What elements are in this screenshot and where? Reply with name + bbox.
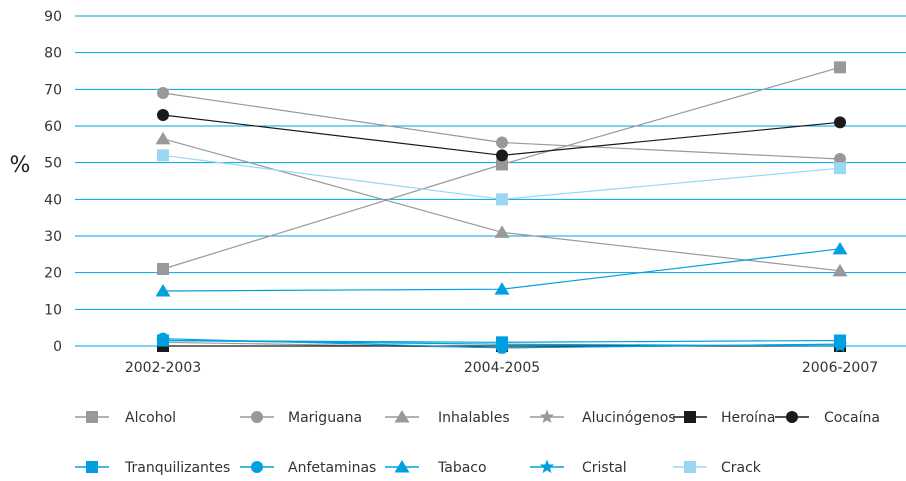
legend-label: Cocaína	[824, 410, 880, 426]
legend-marker	[251, 411, 263, 423]
legend-marker	[539, 459, 555, 474]
legend-marker	[684, 461, 696, 473]
data-point	[157, 149, 169, 162]
legend-item: Cocaína	[775, 410, 880, 426]
y-axis-ticks: 0 10 20 30 40 50 60 70 80 90	[44, 9, 62, 355]
x-tick-label: 2002-2003	[125, 360, 201, 376]
y-tick-label: 30	[44, 229, 62, 245]
data-point	[494, 282, 510, 295]
y-tick-label: 60	[44, 119, 62, 135]
data-point	[496, 136, 508, 149]
data-point	[157, 109, 169, 121]
legend-label: Tabaco	[437, 460, 487, 476]
data-point	[832, 263, 848, 277]
legend-item: Crack	[673, 460, 762, 476]
legend-item: Heroína	[673, 410, 776, 426]
legend-marker	[86, 411, 98, 423]
data-point	[157, 263, 169, 275]
legend-label: Alucinógenos	[582, 410, 676, 426]
x-axis-ticks: 2002-2003 2004-2005 2006-2007	[125, 360, 878, 376]
legend-label: Cristal	[582, 460, 627, 476]
data-point	[496, 149, 508, 162]
y-tick-label: 50	[44, 156, 62, 172]
legend-marker	[539, 409, 555, 424]
legend-marker	[684, 411, 696, 423]
y-tick-label: 0	[53, 339, 62, 355]
series-0	[157, 61, 846, 275]
legend-marker	[394, 410, 410, 423]
series-line	[162, 114, 841, 156]
data-point	[494, 225, 510, 238]
y-tick-label: 20	[44, 266, 62, 282]
y-tick-label: 10	[44, 302, 62, 318]
legend-item: Alcohol	[75, 410, 176, 426]
legend-label: Mariguana	[288, 410, 362, 426]
y-tick-label: 40	[44, 192, 62, 208]
data-point	[155, 333, 171, 347]
data-point	[496, 158, 508, 171]
y-tick-label: 70	[44, 82, 62, 98]
y-tick-label: 90	[44, 9, 62, 25]
series-5	[157, 109, 846, 162]
data-point	[834, 61, 846, 74]
series-10	[157, 149, 846, 206]
series-1	[157, 87, 846, 165]
data-point	[496, 193, 508, 206]
data-point	[834, 116, 846, 129]
data-point	[155, 284, 171, 297]
legend: Alcohol Mariguana Inhalables Alucinógenos He…	[75, 409, 880, 476]
legend-item: Tranquilizantes	[75, 460, 230, 476]
legend-marker	[251, 461, 263, 473]
legend-marker	[786, 411, 798, 423]
data-point	[832, 338, 848, 353]
data-point	[157, 87, 169, 99]
legend-item: Alucinógenos	[530, 409, 676, 426]
legend-marker	[394, 460, 410, 473]
legend-label: Alcohol	[125, 410, 176, 426]
series-8	[155, 241, 848, 297]
legend-label: Heroína	[721, 410, 776, 426]
data-point	[155, 131, 171, 145]
legend-label: Inhalables	[438, 410, 510, 426]
x-tick-label: 2004-2005	[464, 360, 540, 376]
legend-label: Tranquilizantes	[124, 460, 230, 476]
legend-item: Tabaco	[385, 460, 487, 476]
data-point	[834, 153, 846, 165]
legend-label: Crack	[721, 460, 762, 476]
data-point	[834, 162, 846, 175]
data-point	[832, 241, 848, 255]
legend-marker	[86, 461, 98, 473]
x-tick-label: 2006-2007	[802, 360, 878, 376]
grid-lines	[75, 15, 906, 347]
series-group	[155, 61, 848, 354]
legend-item: Inhalables	[385, 410, 510, 426]
legend-item: Mariguana	[240, 410, 362, 426]
series-9	[155, 333, 848, 353]
data-point	[494, 336, 510, 351]
y-axis-label: %	[10, 153, 31, 178]
legend-item: Cristal	[530, 459, 627, 476]
legend-label: Anfetaminas	[288, 460, 376, 476]
y-tick-label: 80	[44, 46, 62, 62]
legend-item: Anfetaminas	[240, 460, 376, 476]
